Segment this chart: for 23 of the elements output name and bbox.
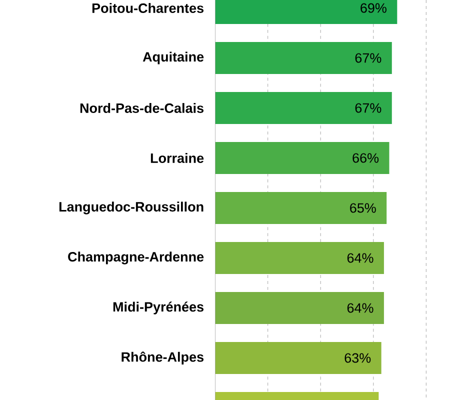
bar xyxy=(215,42,392,74)
y-tick-label: Midi-Pyrénées xyxy=(113,302,204,314)
data-label: 66% xyxy=(352,153,379,163)
y-tick-label: Champagne-Ardenne xyxy=(68,252,204,264)
data-label: 67% xyxy=(355,53,382,63)
y-tick-label: Rhône-Alpes xyxy=(122,352,204,364)
data-label: 67% xyxy=(355,103,382,113)
data-label: 64% xyxy=(347,303,374,313)
y-tick-label: Poitou-Charentes xyxy=(92,3,204,13)
bar xyxy=(215,92,392,124)
bar xyxy=(215,142,390,174)
bar xyxy=(215,292,384,324)
bar xyxy=(215,342,382,374)
y-tick-label: Languedoc-Roussillon xyxy=(59,202,204,214)
data-label: 69% xyxy=(360,3,386,13)
y-tick-label: Aquitaine xyxy=(142,52,204,64)
data-label: 65% xyxy=(350,203,376,213)
data-label: 64% xyxy=(347,253,374,263)
y-tick-label: Lorraine xyxy=(150,153,204,163)
bar xyxy=(215,192,387,224)
data-label: 63% xyxy=(344,353,371,363)
y-tick-label: Nord-Pas-de-Calais xyxy=(80,103,204,113)
bar xyxy=(215,242,384,274)
